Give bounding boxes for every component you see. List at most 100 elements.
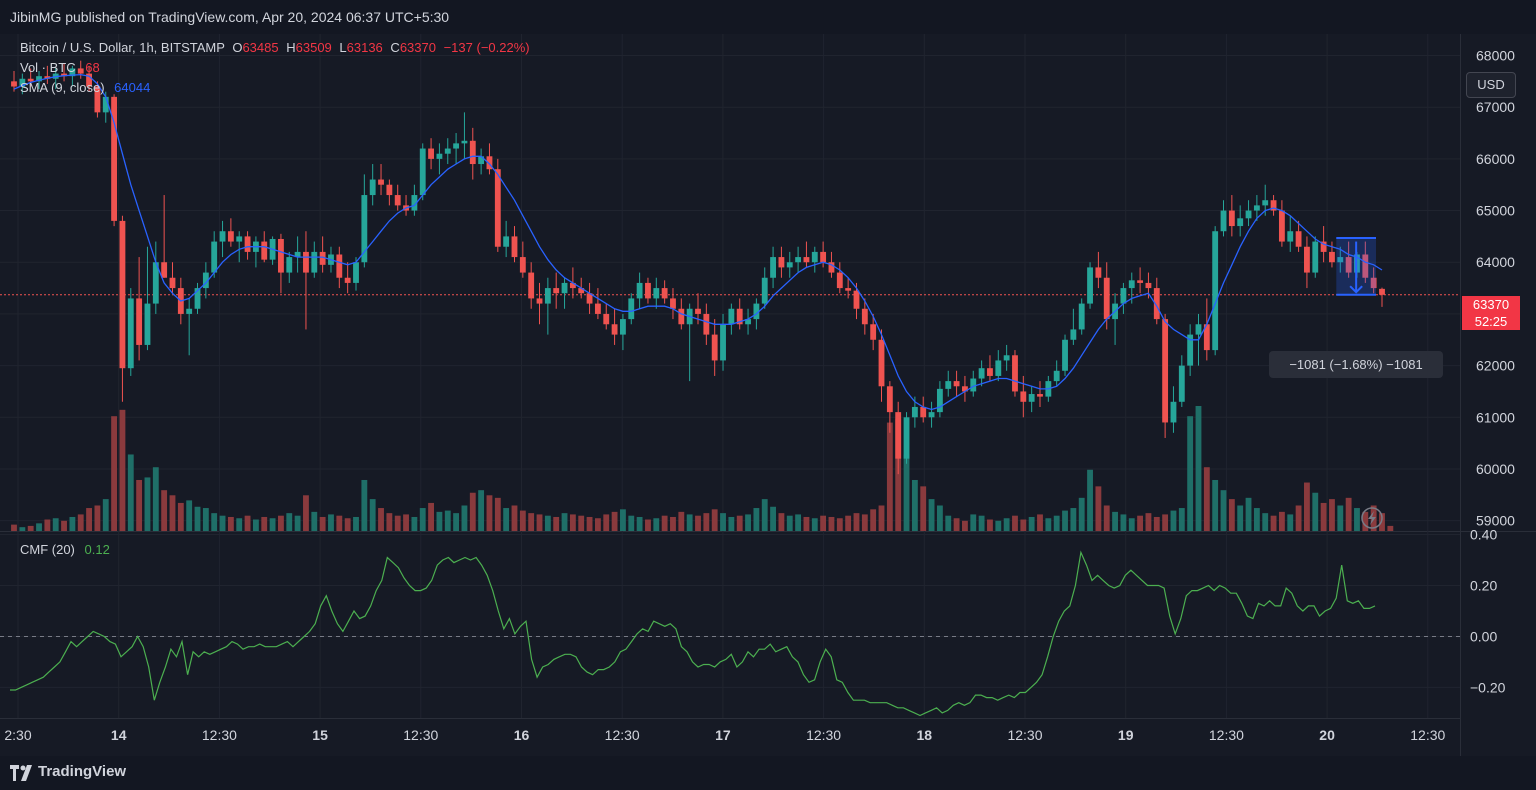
candle-body [511, 236, 518, 258]
volume-bar [1037, 514, 1043, 531]
volume-bar [594, 518, 601, 531]
volume-bar [620, 509, 626, 531]
volume-bar [444, 510, 451, 531]
volume-bar [294, 515, 301, 531]
cmf-legend: CMF (20) 0.12 [20, 542, 110, 557]
candle-body [111, 96, 118, 221]
candle-body [1145, 282, 1152, 289]
volume-bar [119, 409, 126, 531]
volume-bar [920, 486, 927, 531]
candle-body [636, 282, 643, 299]
candle-body [620, 319, 626, 335]
candle-body [661, 288, 668, 299]
candle-body [152, 262, 159, 304]
volume-bar [569, 514, 576, 531]
candle-body [1128, 280, 1135, 289]
volume-bar [211, 513, 218, 531]
volume-bar [1028, 516, 1035, 531]
volume-bar [761, 499, 768, 531]
volume-bar [1379, 513, 1385, 531]
volume-label: Vol · BTC [20, 60, 76, 75]
candle-body [895, 412, 902, 459]
volume-bar [561, 513, 568, 531]
volume-bar [1020, 519, 1027, 531]
volume-bar [1320, 502, 1327, 531]
candle-body [886, 386, 893, 413]
volume-bar [436, 511, 443, 531]
volume-bar [328, 514, 334, 531]
volume-bar [745, 514, 751, 531]
volume-bar [1345, 497, 1352, 531]
volume-bar [1278, 511, 1285, 531]
volume-bar [369, 499, 376, 531]
volume-bar [1053, 515, 1060, 531]
lightning-bolt-icon [1368, 511, 1376, 525]
candle-body [828, 262, 835, 273]
volume-bar [936, 505, 943, 531]
volume-bar [611, 511, 618, 531]
time-tick-label: 2:30 [4, 727, 31, 743]
candle-body [811, 251, 818, 263]
volume-bar [1162, 514, 1169, 531]
volume-bar [661, 515, 668, 531]
candle-body [486, 156, 493, 170]
candle-body [169, 277, 176, 289]
candle-body [77, 68, 84, 74]
volume-bar [361, 479, 368, 531]
candle-body [419, 148, 426, 196]
volume-bar [27, 525, 34, 531]
cmf-line [10, 550, 1376, 717]
volume-bar [52, 518, 59, 531]
volume-bar [628, 515, 635, 531]
price-tick-label: 62000 [1476, 358, 1515, 374]
volume-bar [1253, 508, 1260, 531]
volume-bar [578, 515, 585, 531]
volume-bar [219, 515, 226, 531]
volume-bar [461, 505, 468, 531]
candle-body [386, 184, 393, 196]
price-tick-label: 61000 [1476, 409, 1515, 425]
candle-body [1078, 303, 1085, 330]
footer-bar: TradingView [0, 756, 1536, 790]
candle-body [995, 360, 1002, 376]
candle-body [861, 308, 868, 325]
volume-bar [636, 516, 643, 531]
volume-bar [1228, 499, 1235, 531]
candle-body [987, 368, 993, 376]
volume-bar [1045, 518, 1052, 531]
cmf-value: 0.12 [84, 542, 110, 557]
candle-body [645, 282, 651, 299]
candle-body [720, 324, 726, 361]
volume-bar [670, 516, 676, 531]
candle-body [936, 388, 943, 413]
candle-body [1253, 205, 1260, 211]
volume-bar [386, 513, 393, 531]
volume-bar [1354, 508, 1360, 531]
volume-bar [1070, 508, 1077, 531]
volume-legend: Vol · BTC 68 [20, 60, 100, 75]
chart-area[interactable]: 2:30 14 12:30 15 12:30 16 12:30 17 12:30 18 12:30 1… [0, 34, 1536, 756]
price-chart[interactable]: 2:30 14 12:30 15 12:30 16 12:30 17 12:30 18 12:30 1… [0, 34, 1536, 756]
candle-body [553, 288, 560, 294]
candle-body [1178, 365, 1185, 402]
volume-bar [1062, 510, 1068, 531]
time-tick-label: 15 [312, 727, 328, 743]
volume-bar [1087, 469, 1093, 531]
volume-bar [736, 515, 743, 531]
volume-bar [811, 518, 818, 531]
volume-bar [486, 495, 493, 531]
candle-body [603, 313, 610, 325]
price-tick-label: 65000 [1476, 203, 1515, 219]
volume-bar [244, 515, 251, 531]
candle-body [186, 308, 193, 314]
volume-bar [353, 516, 359, 531]
volume-bar [1145, 513, 1152, 531]
candle-body [1028, 394, 1035, 402]
candle-body [119, 220, 126, 369]
currency-button[interactable]: USD [1466, 72, 1516, 98]
cmf-tick-label: 0.00 [1470, 628, 1497, 644]
candle-body [845, 288, 852, 291]
volume-bar [695, 515, 701, 531]
volume-bar [61, 520, 67, 531]
volume-bar [1170, 510, 1177, 531]
